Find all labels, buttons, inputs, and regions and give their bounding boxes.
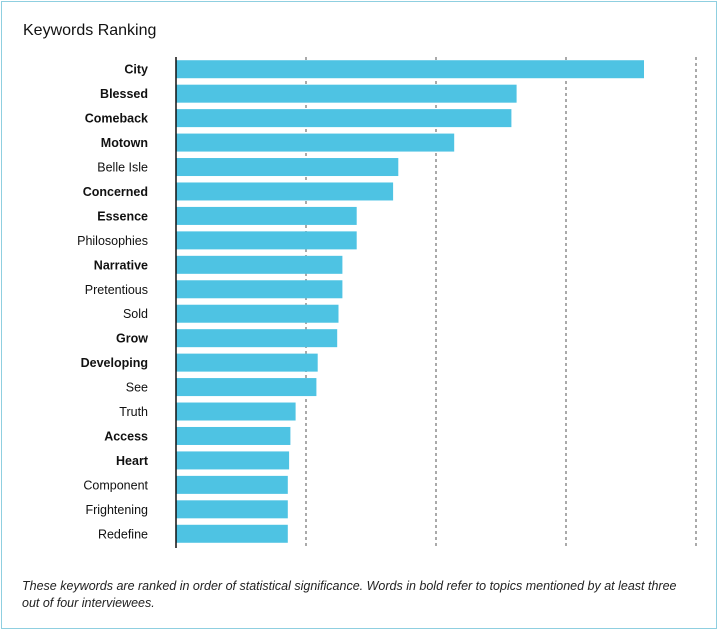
- category-label: Pretentious: [85, 283, 148, 297]
- bar-blessed: [176, 84, 517, 103]
- bar-comeback: [176, 109, 512, 128]
- category-label: Comeback: [85, 112, 148, 126]
- category-label: Component: [83, 478, 148, 492]
- bar-heart: [176, 451, 290, 470]
- category-label: Concerned: [83, 185, 148, 199]
- category-label: Redefine: [98, 527, 148, 541]
- category-label: Heart: [116, 454, 149, 468]
- bar-philosophies: [176, 231, 357, 250]
- bar-pretentious: [176, 280, 343, 299]
- category-label: City: [124, 63, 148, 77]
- chart-footnote: These keywords are ranked in order of st…: [22, 579, 677, 610]
- bar-grow: [176, 329, 338, 348]
- bar-see: [176, 378, 317, 397]
- bar-essence: [176, 206, 357, 225]
- category-label: Narrative: [94, 258, 148, 272]
- category-label: Philosophies: [77, 234, 148, 248]
- category-label: Grow: [116, 332, 148, 346]
- chart-title: Keywords Ranking: [23, 22, 157, 39]
- category-label: Access: [104, 429, 148, 443]
- category-label: Belle Isle: [97, 161, 148, 175]
- bar-sold: [176, 304, 339, 323]
- bar-concerned: [176, 182, 394, 201]
- category-label: Blessed: [100, 87, 148, 101]
- category-label: Essence: [97, 209, 148, 223]
- bar-motown: [176, 133, 455, 152]
- category-label: Frightening: [85, 503, 148, 517]
- bar-frightening: [176, 500, 288, 519]
- category-label: See: [126, 381, 148, 395]
- bar-component: [176, 475, 288, 494]
- bar-access: [176, 426, 291, 445]
- bar-narrative: [176, 255, 343, 274]
- category-label: Truth: [119, 405, 148, 419]
- bar-developing: [176, 353, 318, 372]
- category-label: Sold: [123, 307, 148, 321]
- bar-truth: [176, 402, 296, 421]
- category-label: Motown: [101, 136, 148, 150]
- bar-redefine: [176, 524, 288, 543]
- bar-belle-isle: [176, 158, 399, 177]
- category-label: Developing: [81, 356, 148, 370]
- bar-city: [176, 60, 644, 79]
